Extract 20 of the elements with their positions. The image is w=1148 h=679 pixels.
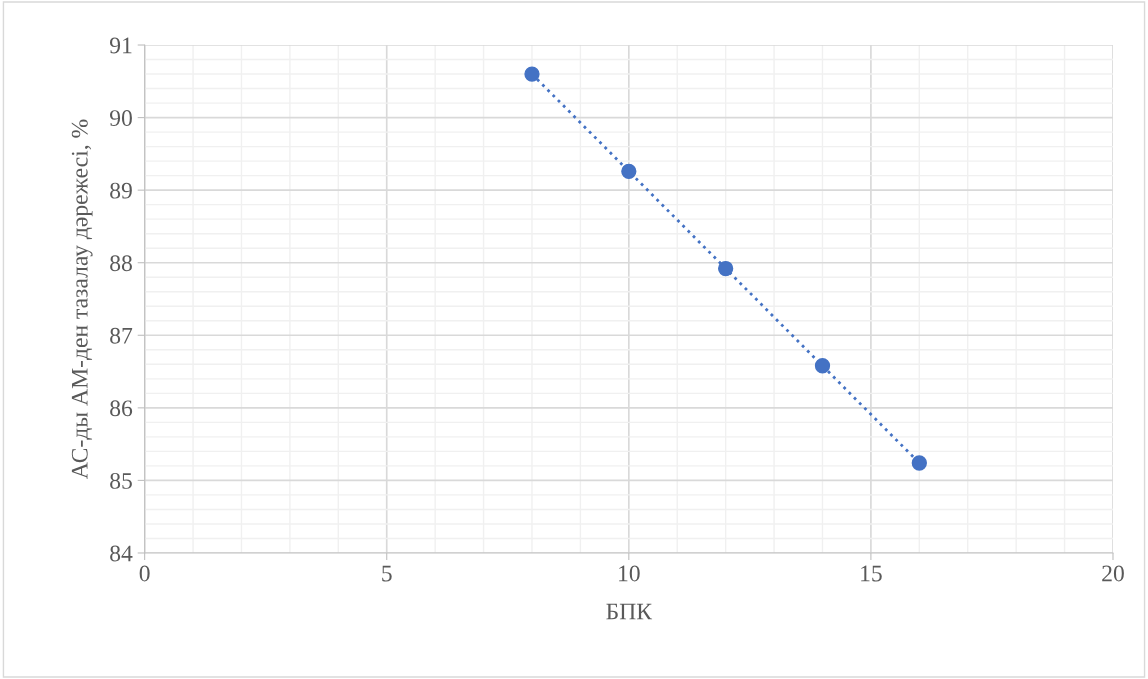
point — [621, 163, 637, 179]
y-tick-label: 88 — [110, 255, 132, 272]
y-tick-label: 86 — [110, 400, 133, 417]
y-tick-label: 91 — [109, 37, 132, 54]
x-tick-label: 20 — [1102, 565, 1124, 582]
x-tick-label: 15 — [861, 565, 882, 582]
point — [911, 455, 927, 471]
x-tick-label: 0 — [139, 565, 150, 582]
y-axis-title: АС-ды АМ-ден тазалау дәрежесі, % — [71, 119, 93, 479]
x-axis-title: БПК — [606, 603, 653, 620]
point — [524, 66, 540, 82]
y-tick-label: 90 — [109, 110, 132, 127]
x-tick-label: 5 — [382, 565, 392, 582]
point — [718, 260, 734, 277]
y-tick-label: 87 — [110, 327, 133, 344]
point — [814, 358, 831, 374]
y-tick-label: 84 — [110, 545, 133, 562]
x-tick-label: 10 — [619, 565, 640, 582]
y-tick-label: 85 — [110, 472, 132, 489]
y-tick-label: 89 — [110, 182, 132, 199]
